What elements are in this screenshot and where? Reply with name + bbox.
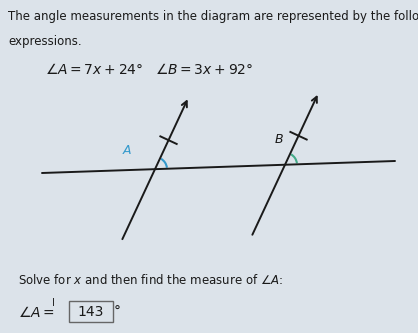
Text: $\angle B = 3x + 92°$: $\angle B = 3x + 92°$ [155, 62, 253, 77]
Text: expressions.: expressions. [8, 35, 82, 48]
Text: I: I [52, 298, 55, 308]
Text: The angle measurements in the diagram are represented by the followir: The angle measurements in the diagram ar… [8, 10, 418, 23]
FancyBboxPatch shape [69, 301, 113, 322]
Text: 143: 143 [78, 304, 104, 318]
Text: B: B [275, 133, 284, 146]
Text: $\angle A = 7x + 24°$: $\angle A = 7x + 24°$ [45, 62, 143, 77]
Text: A: A [123, 144, 132, 157]
Text: °: ° [114, 305, 121, 319]
Text: $\angle A =$: $\angle A =$ [18, 305, 55, 320]
Text: Solve for $x$ and then find the measure of $\angle A$:: Solve for $x$ and then find the measure … [18, 273, 283, 287]
